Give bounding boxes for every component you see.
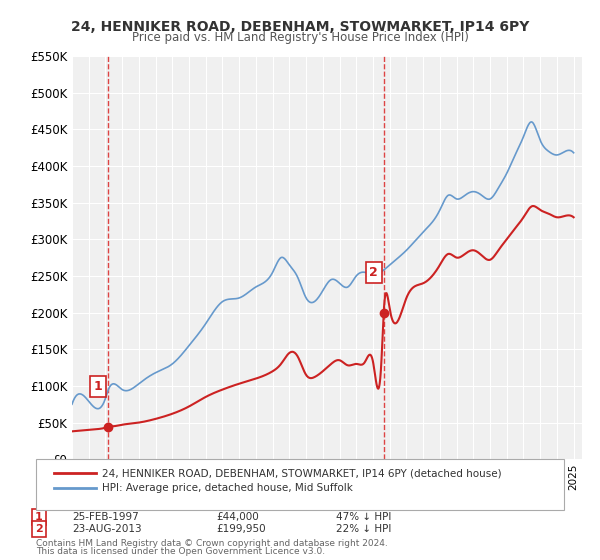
Text: £44,000: £44,000 — [216, 512, 259, 522]
Text: 24, HENNIKER ROAD, DEBENHAM, STOWMARKET, IP14 6PY: 24, HENNIKER ROAD, DEBENHAM, STOWMARKET,… — [71, 20, 529, 34]
Text: 1: 1 — [35, 512, 43, 522]
Text: 47% ↓ HPI: 47% ↓ HPI — [336, 512, 391, 522]
Text: 2: 2 — [369, 266, 378, 279]
Text: Price paid vs. HM Land Registry's House Price Index (HPI): Price paid vs. HM Land Registry's House … — [131, 31, 469, 44]
Text: Contains HM Land Registry data © Crown copyright and database right 2024.: Contains HM Land Registry data © Crown c… — [36, 539, 388, 548]
Text: 2: 2 — [35, 524, 43, 534]
Text: 1: 1 — [94, 380, 102, 393]
Text: 25-FEB-1997: 25-FEB-1997 — [72, 512, 139, 522]
Text: 22% ↓ HPI: 22% ↓ HPI — [336, 524, 391, 534]
Text: This data is licensed under the Open Government Licence v3.0.: This data is licensed under the Open Gov… — [36, 547, 325, 556]
Text: HPI: Average price, detached house, Mid Suffolk: HPI: Average price, detached house, Mid … — [102, 483, 353, 493]
Text: 23-AUG-2013: 23-AUG-2013 — [72, 524, 142, 534]
Text: £199,950: £199,950 — [216, 524, 266, 534]
Text: 24, HENNIKER ROAD, DEBENHAM, STOWMARKET, IP14 6PY (detached house): 24, HENNIKER ROAD, DEBENHAM, STOWMARKET,… — [102, 468, 502, 478]
